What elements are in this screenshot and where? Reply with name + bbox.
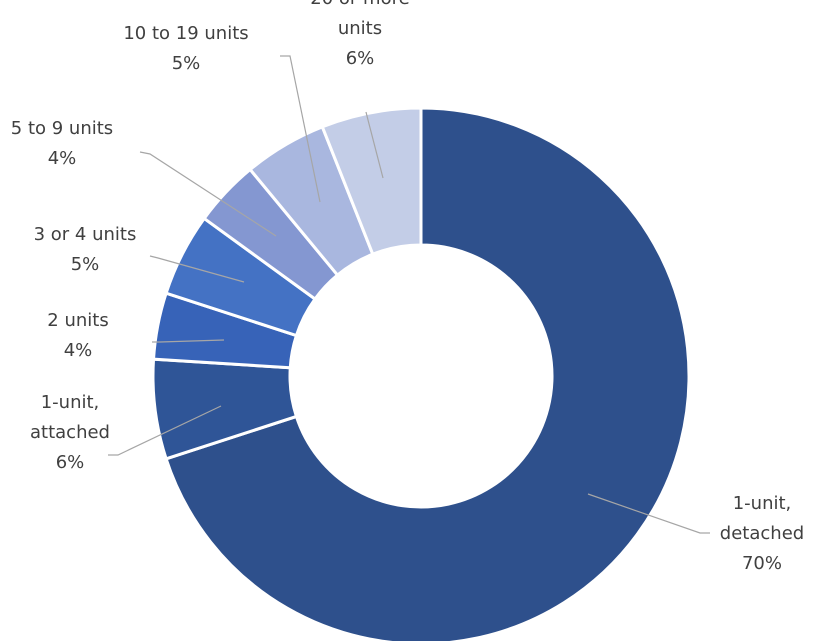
donut-slices: [151, 106, 691, 641]
slice-value-label-2: 6%: [56, 452, 85, 473]
leader-line-3: [152, 339, 225, 343]
slice-value-label-1: 70%: [742, 553, 782, 574]
leader-line-5: [139, 151, 277, 237]
leader-line-1: [587, 493, 710, 534]
leader-line-2: [108, 405, 222, 456]
slice-value-label-5: 4%: [48, 148, 77, 169]
slice-category-label-5: 5 to 9 units: [11, 118, 113, 139]
leader-line-7: [365, 111, 384, 179]
donut-slice-7: [320, 106, 423, 257]
slice-category-label-2: attached: [30, 422, 110, 443]
slice-value-label-3: 4%: [64, 340, 93, 361]
slice-category-label-2: 1-unit,: [41, 392, 100, 413]
slice-category-label-1: detached: [720, 523, 804, 544]
leader-lines: [108, 55, 710, 534]
slice-value-label-7: 6%: [346, 48, 375, 69]
leader-line-4: [149, 255, 245, 283]
slice-category-label-6: 10 to 19 units: [123, 23, 248, 44]
slice-category-label-3: 2 units: [47, 310, 108, 331]
slice-category-label-1: 1-unit,: [733, 493, 792, 514]
slice-value-label-4: 5%: [71, 254, 100, 275]
slice-labels: 1-unit, detached 70% 1-unit, attached 6% 2 uni…: [11, 0, 804, 574]
slice-category-label-7: 20 or more: [310, 0, 409, 9]
donut-slice-1: [164, 106, 691, 641]
slice-value-label-6: 5%: [172, 53, 201, 74]
slice-category-label-4: 3 or 4 units: [34, 224, 137, 245]
slice-category-label-7: units: [338, 18, 382, 39]
leader-line-6: [280, 55, 321, 203]
